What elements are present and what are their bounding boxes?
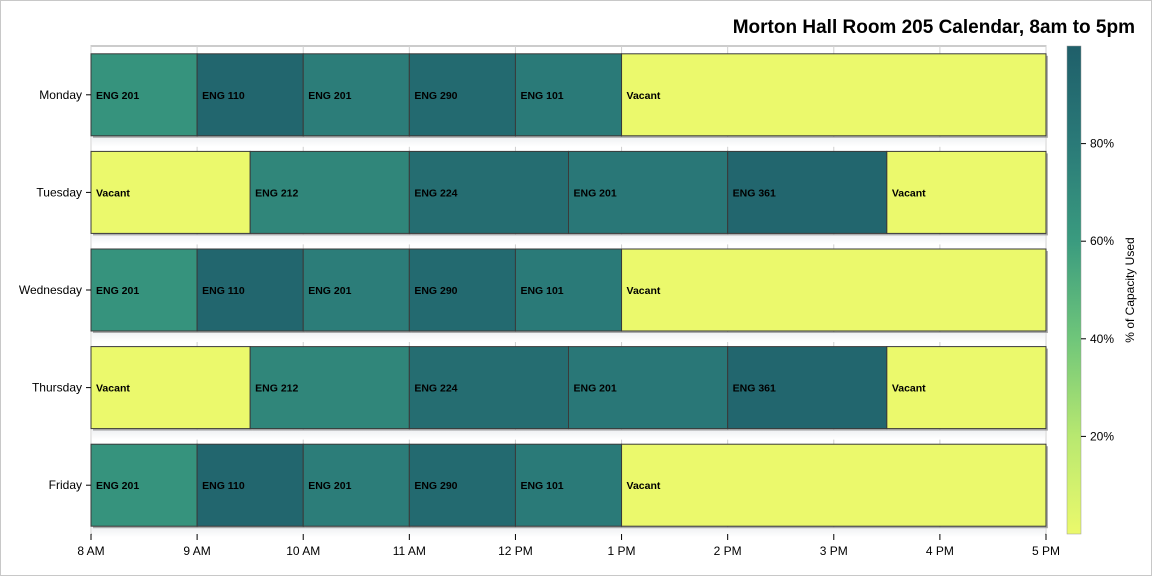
event-label: ENG 361 (733, 187, 776, 199)
colorbar-tick-label: 80% (1090, 137, 1114, 151)
event-segments: ENG 201 ENG 110 ENG 201 ENG 290 ENG 101 Vacan… (90, 53, 1048, 529)
event-bar (621, 53, 1047, 137)
row-band (92, 332, 1045, 342)
event-bar (249, 150, 410, 234)
event-label: ENG 212 (255, 383, 298, 395)
event-label: Vacant (96, 383, 130, 395)
x-tick-label: 8 AM (77, 544, 104, 558)
row-band (92, 527, 1045, 538)
event-label: Vacant (892, 383, 926, 395)
colorbar-tick-label: 20% (1090, 429, 1114, 443)
event-label: ENG 110 (202, 90, 245, 102)
x-tick-label: 12 PM (498, 544, 533, 558)
event-label: ENG 201 (574, 187, 617, 199)
event-bar (90, 346, 251, 430)
chart-title: Morton Hall Room 205 Calendar, 8am to 5p… (733, 17, 1135, 38)
event-label: Vacant (96, 187, 130, 199)
colorbar-tick-label: 40% (1090, 332, 1114, 346)
colorbar-title: % of Capacity Used (1123, 237, 1137, 342)
event-bar (886, 150, 1047, 234)
event-label: Vacant (627, 285, 661, 297)
event-bar (514, 53, 623, 137)
row-band (92, 234, 1045, 245)
event-bar (249, 346, 410, 430)
event-label: ENG 101 (520, 285, 563, 297)
colorbar-tick-label: 60% (1090, 234, 1114, 248)
day-row-wednesday: ENG 201 ENG 110 ENG 201 ENG 290 ENG 101 Vacan… (90, 248, 1048, 333)
day-row-monday: ENG 201 ENG 110 ENG 201 ENG 290 ENG 101 Vacan… (90, 53, 1048, 138)
x-axis: 8 AM 9 AM 10 AM 11 AM 12 PM 1 PM 2 PM 3 PM 4 PM 5… (77, 534, 1060, 558)
row-band (92, 429, 1045, 440)
event-bar (196, 248, 304, 332)
event-bar (514, 248, 623, 332)
x-tick-label: 10 AM (286, 544, 320, 558)
event-bar (90, 150, 251, 234)
event-label: ENG 110 (202, 480, 245, 492)
event-label: ENG 224 (414, 187, 457, 199)
y-tick-label: Monday (39, 88, 82, 102)
event-label: ENG 101 (520, 480, 563, 492)
x-tick-label: 5 PM (1032, 544, 1060, 558)
colorbar-gradient (1066, 45, 1082, 535)
event-label: ENG 201 (308, 480, 351, 492)
colorbar: 20% 40% 60% 80% (1066, 45, 1114, 535)
event-label: ENG 224 (414, 383, 457, 395)
x-tick-label: 11 AM (393, 544, 426, 558)
event-bar (727, 346, 888, 430)
x-tick-label: 1 PM (608, 544, 636, 558)
x-tick-label: 3 PM (820, 544, 848, 558)
event-bar (727, 150, 888, 234)
x-tick-label: 9 AM (183, 544, 210, 558)
event-label: Vacant (627, 480, 661, 492)
y-tick-label: Wednesday (19, 283, 82, 297)
event-label: ENG 201 (96, 480, 139, 492)
event-bar (302, 443, 410, 527)
event-bar (408, 346, 570, 430)
event-label: Vacant (892, 187, 926, 199)
event-label: ENG 212 (255, 187, 298, 199)
x-tick-label: 4 PM (926, 544, 954, 558)
event-label: ENG 361 (733, 383, 776, 395)
day-row-friday: ENG 201 ENG 110 ENG 201 ENG 290 ENG 101 Vacan… (90, 443, 1048, 529)
event-bar (408, 443, 516, 527)
event-bar (568, 150, 729, 234)
event-label: Vacant (627, 90, 661, 102)
event-bar (302, 248, 410, 332)
event-bar (408, 53, 516, 137)
event-label: ENG 201 (308, 90, 351, 102)
event-label: ENG 201 (574, 383, 617, 395)
event-bar (886, 346, 1047, 430)
row-bands (92, 136, 1045, 538)
event-label: ENG 101 (520, 90, 563, 102)
event-bar (621, 248, 1047, 332)
event-label: ENG 110 (202, 285, 245, 297)
row-band (92, 136, 1045, 147)
event-label: ENG 290 (414, 285, 457, 297)
event-bar (196, 53, 304, 137)
day-row-thursday: Vacant ENG 212 ENG 224 ENG 201 ENG 361 Vacant (90, 346, 1048, 431)
y-tick-label: Friday (49, 478, 82, 492)
event-bar (196, 443, 304, 527)
event-bar (408, 248, 516, 332)
event-label: ENG 201 (96, 90, 139, 102)
event-bar (514, 443, 623, 527)
event-bar (90, 248, 198, 332)
event-bar (568, 346, 729, 430)
event-bar (621, 443, 1047, 527)
event-bar (90, 53, 198, 137)
y-tick-label: Thursday (32, 381, 82, 395)
event-label: ENG 290 (414, 90, 457, 102)
event-label: ENG 201 (308, 285, 351, 297)
x-tick-label: 2 PM (714, 544, 742, 558)
y-tick-label: Tuesday (36, 185, 82, 199)
event-label: ENG 290 (414, 480, 457, 492)
y-axis: Monday Tuesday Wednesday Thursday Friday (19, 88, 91, 492)
event-bar (302, 53, 410, 137)
day-row-tuesday: Vacant ENG 212 ENG 224 ENG 201 ENG 361 Vacant (90, 150, 1048, 236)
event-label: ENG 201 (96, 285, 139, 297)
